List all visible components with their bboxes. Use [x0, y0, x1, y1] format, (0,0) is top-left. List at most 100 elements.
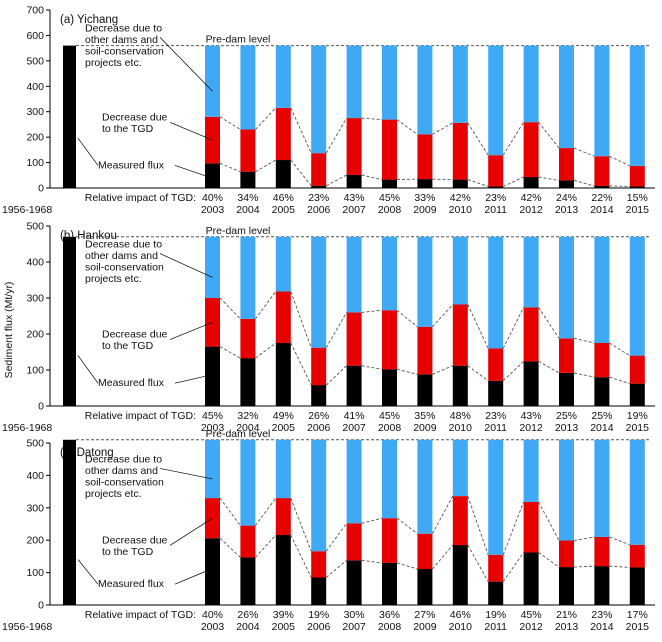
tgd-connector	[573, 337, 595, 344]
bar-measured-2007	[346, 560, 362, 605]
impact-label-2009: 33%	[414, 192, 435, 204]
annotation-tgd-line: to the TGD	[102, 340, 154, 352]
category-label-2005: 2005	[272, 204, 296, 216]
impact-label-2011: 23%	[485, 410, 506, 422]
bar-other-2006	[311, 439, 327, 552]
bar-measured-2003	[205, 346, 220, 406]
tgd-connector	[609, 342, 631, 356]
bar-tgd-2015	[629, 544, 645, 568]
bar-measured-2012	[523, 552, 539, 605]
category-label-2007: 2007	[342, 204, 366, 216]
impact-label-2012: 43%	[521, 410, 542, 422]
impact-label-2004: 26%	[237, 609, 258, 621]
impact-label-2006: 26%	[308, 410, 329, 422]
bar-other-2009	[417, 45, 433, 135]
y-tick-label: 0	[38, 600, 44, 612]
impact-label-2007: 41%	[344, 410, 365, 422]
tgd-connector	[502, 121, 524, 156]
annotation-measured-leader	[174, 165, 206, 176]
measured-connector	[361, 559, 383, 564]
bar-other-2009	[417, 439, 433, 534]
bar-tgd-2007	[346, 523, 362, 561]
bar-tgd-2007	[346, 312, 362, 366]
y-tick-label: 100	[26, 157, 44, 169]
measured-connector	[467, 365, 489, 382]
impact-label-2009: 35%	[414, 410, 435, 422]
measured-connector	[290, 342, 312, 386]
category-label-2008: 2008	[378, 422, 402, 434]
annotation-measured-leader	[174, 375, 206, 384]
bar-measured-2003	[205, 538, 220, 605]
measured-connector	[219, 346, 241, 359]
measured-connector	[219, 162, 241, 173]
bar-measured-2012	[523, 177, 539, 188]
bar-measured-2014	[594, 185, 610, 188]
relative-impact-label: Relative impact of TGD:	[85, 609, 196, 621]
y-tick-label: 700	[26, 5, 44, 17]
bar-measured-2004	[240, 557, 256, 605]
category-label-2012: 2012	[519, 621, 543, 633]
tgd-connector	[467, 304, 489, 349]
y-tick-label: 400	[26, 257, 44, 269]
measured-connector	[467, 544, 489, 582]
measured-connector	[573, 372, 595, 378]
annotation-other-leader	[159, 253, 213, 278]
bar-other-2007	[346, 45, 362, 119]
panel-0: 0 100 200 300 400 500 600 700 (a) Yichang Pre-dam…	[2, 5, 655, 216]
measured-connector	[538, 360, 560, 374]
bar-tgd-2012	[523, 122, 539, 178]
impact-label-2013: 21%	[556, 609, 577, 621]
tgd-connector	[538, 307, 560, 339]
y-tick-label: 100	[26, 567, 44, 579]
tgd-connector	[502, 307, 525, 349]
tgd-connector	[325, 117, 347, 154]
annotation-measured-diagonal	[77, 559, 99, 585]
bar-measured-2005	[275, 343, 291, 406]
category-label-2008: 2008	[378, 621, 402, 633]
category-label-2005: 2005	[272, 422, 296, 434]
baseline-bar	[63, 45, 76, 188]
y-tick-label: 100	[26, 365, 44, 377]
measured-connector	[325, 559, 347, 578]
bar-measured-2006	[311, 185, 327, 188]
annotation-other-line: Decrease due to	[85, 239, 162, 251]
bar-measured-2012	[523, 361, 539, 406]
annotation-tgd-line: Decrease due	[102, 329, 168, 341]
bar-tgd-2005	[275, 291, 291, 343]
bar-tgd-2013	[559, 148, 574, 181]
annotation-other-line: projects etc.	[85, 273, 142, 285]
bar-tgd-2006	[311, 551, 327, 578]
impact-label-2006: 23%	[308, 192, 329, 204]
bar-other-2015	[629, 439, 645, 545]
baseline-category-label: 1956-1968	[2, 204, 52, 216]
impact-label-2014: 23%	[591, 609, 612, 621]
measured-connector	[467, 179, 489, 187]
bar-measured-2011	[488, 186, 504, 188]
tgd-connector	[609, 536, 630, 546]
bar-measured-2010	[452, 179, 468, 188]
tgd-connector	[467, 495, 489, 555]
tgd-connector	[290, 107, 312, 154]
annotation-tgd-line: to the TGD	[102, 546, 154, 558]
y-tick-label: 200	[26, 329, 44, 341]
measured-connector	[255, 342, 277, 359]
tgd-connector	[361, 517, 383, 524]
annotation-tgd-line: Decrease due	[102, 534, 168, 546]
y-tick-label: 500	[26, 438, 44, 450]
y-axis-label: Sediment flux (Mt/yr)	[3, 282, 15, 379]
tgd-connector	[219, 116, 241, 130]
measured-connector	[432, 365, 453, 375]
impact-label-2010: 42%	[450, 192, 471, 204]
bar-other-2009	[417, 236, 433, 327]
bar-other-2006	[311, 45, 327, 154]
bar-other-2005	[275, 236, 291, 292]
category-label-2004: 2004	[236, 422, 260, 434]
bar-measured-2010	[452, 545, 468, 605]
bar-tgd-2010	[452, 496, 468, 546]
annotation-other-line: projects etc.	[85, 57, 142, 69]
bar-tgd-2014	[594, 343, 610, 378]
measured-connector	[361, 365, 383, 370]
annotation-tgd-line: to the TGD	[102, 123, 154, 135]
measured-connector	[609, 376, 630, 385]
